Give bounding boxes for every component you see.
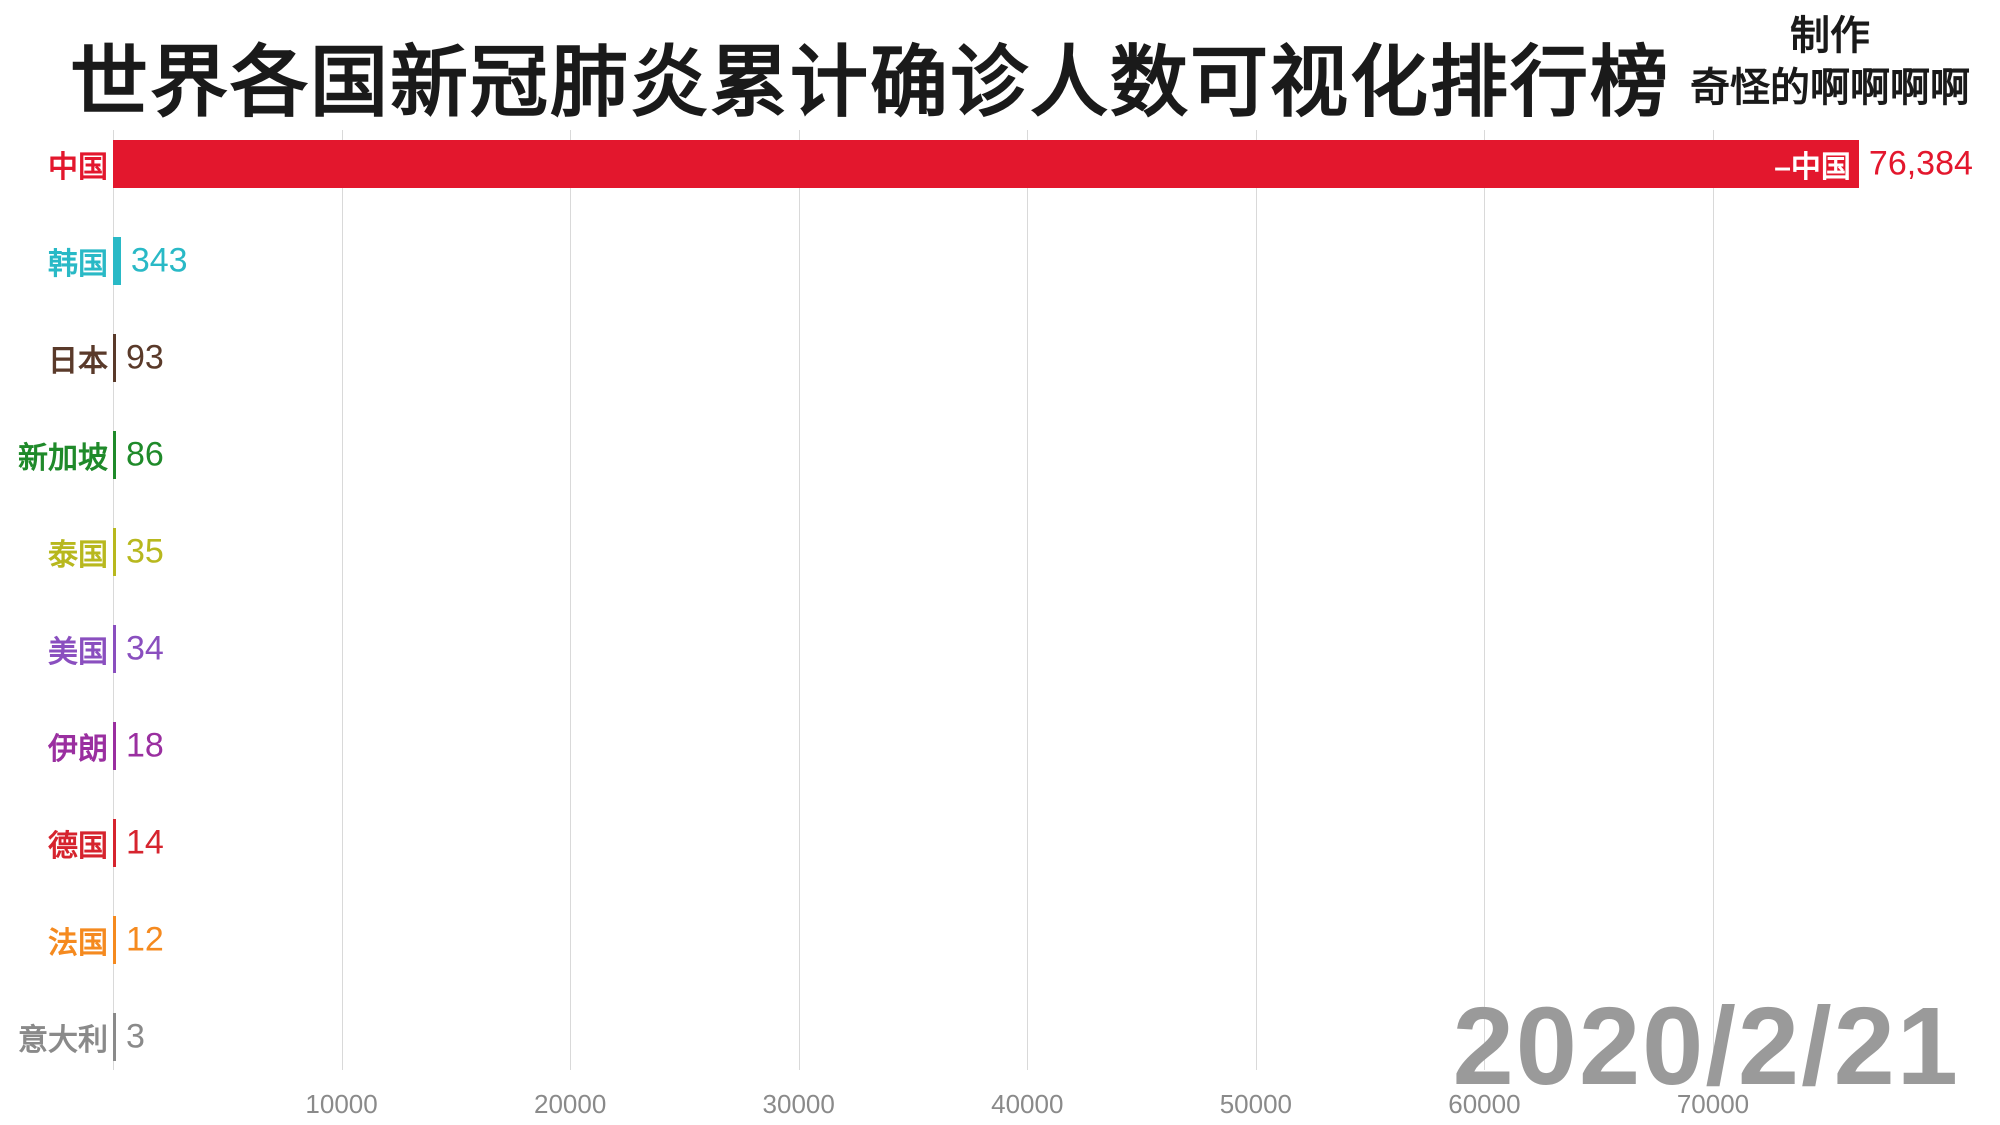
bar: –中国	[113, 140, 1859, 188]
country-label: 伊朗	[0, 724, 108, 768]
country-label: 法国	[0, 918, 108, 962]
country-label: 德国	[0, 821, 108, 865]
country-label: 泰国	[0, 530, 108, 574]
bar-row: 新加坡 86	[0, 431, 2000, 479]
bar-value-label: 3	[126, 1018, 145, 1057]
bar	[113, 722, 116, 770]
country-label: 中国	[0, 142, 108, 186]
bar-value-label: 76,384	[1869, 145, 1973, 184]
bar	[113, 819, 116, 867]
credit-line1: 制作	[1690, 10, 1970, 62]
bar-row: 美国 34	[0, 625, 2000, 673]
bar	[113, 528, 116, 576]
bar-value-label: 93	[126, 339, 164, 378]
page: 世界各国新冠肺炎累计确诊人数可视化排行榜 制作 奇怪的啊啊啊啊 10000200…	[0, 0, 2000, 1125]
bar-value-label: 12	[126, 921, 164, 960]
country-label: 意大利	[0, 1015, 108, 1059]
country-label: 美国	[0, 627, 108, 671]
bar	[113, 916, 116, 964]
credit-block: 制作 奇怪的啊啊啊啊	[1690, 10, 1970, 114]
bar-value-label: 34	[126, 630, 164, 669]
bar-row: 韩国 343	[0, 237, 2000, 285]
bar	[113, 431, 116, 479]
bar-row: 德国 14	[0, 819, 2000, 867]
bar	[113, 237, 121, 285]
bar-inner-label: –中国	[1774, 142, 1851, 186]
bar-value-label: 343	[131, 242, 188, 281]
country-label: 日本	[0, 336, 108, 380]
x-axis-tick-label: 40000	[991, 1089, 1063, 1120]
bar-value-label: 14	[126, 824, 164, 863]
bar-chart: 10000200003000040000500006000070000 中国–中…	[0, 130, 2000, 1110]
credit-line2: 奇怪的啊啊啊啊	[1690, 62, 1970, 114]
bar	[113, 625, 116, 673]
date-stamp: 2020/2/21	[1453, 983, 1960, 1110]
bar	[113, 334, 116, 382]
bar-row: 伊朗 18	[0, 722, 2000, 770]
bar-row: 日本 93	[0, 334, 2000, 382]
bar-row: 中国 –中国 76,384	[0, 140, 2000, 188]
bar-value-label: 86	[126, 436, 164, 475]
bar-value-label: 35	[126, 533, 164, 572]
x-axis-tick-label: 50000	[1220, 1089, 1292, 1120]
bar	[113, 1013, 116, 1061]
x-axis-tick-label: 10000	[305, 1089, 377, 1120]
country-label: 新加坡	[0, 433, 108, 477]
x-axis-tick-label: 30000	[763, 1089, 835, 1120]
chart-title: 世界各国新冠肺炎累计确诊人数可视化排行榜	[70, 20, 1670, 132]
bar-value-label: 18	[126, 727, 164, 766]
bar-row: 法国 12	[0, 916, 2000, 964]
country-label: 韩国	[0, 239, 108, 283]
x-axis-tick-label: 20000	[534, 1089, 606, 1120]
bar-row: 泰国 35	[0, 528, 2000, 576]
